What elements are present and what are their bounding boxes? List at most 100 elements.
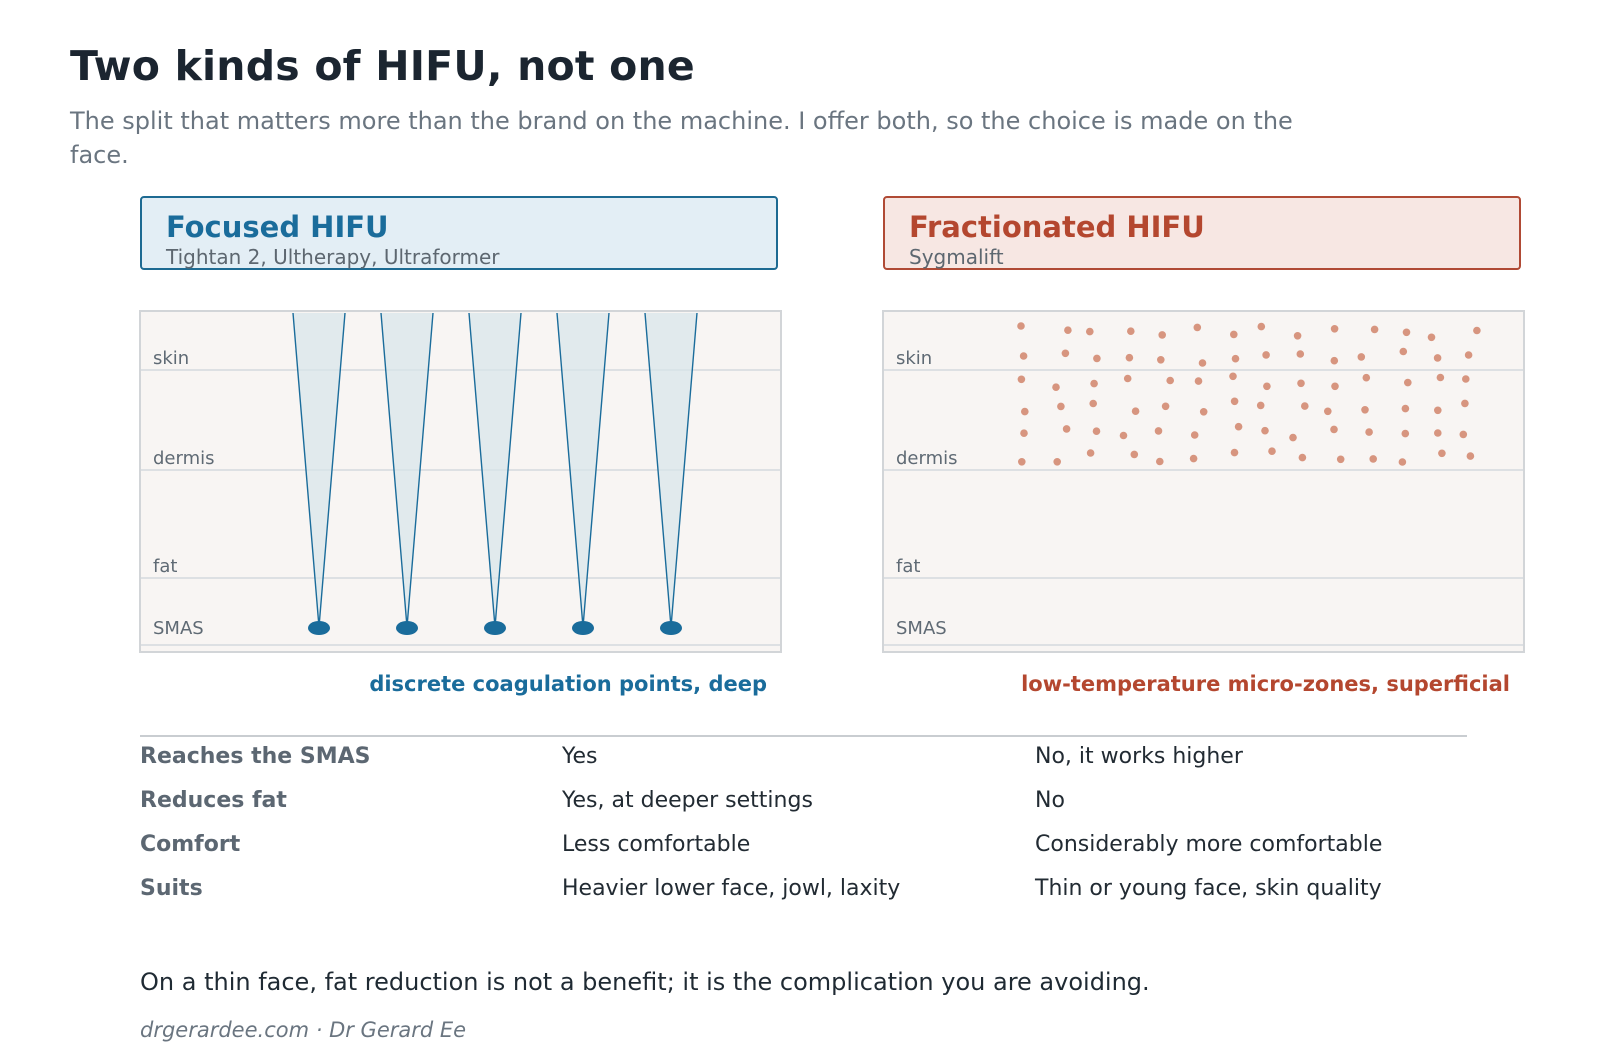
fractionated-hifu-brands: Sygmalift xyxy=(909,245,1004,269)
beam-edge-line xyxy=(556,312,584,628)
micro-zone-dot xyxy=(1268,447,1276,455)
micro-zone-dot xyxy=(1199,408,1208,416)
micro-zone-dot xyxy=(1263,382,1271,391)
beam-edge-line xyxy=(670,312,698,628)
ultrasound-beam xyxy=(469,313,521,627)
beam-edge-line xyxy=(582,312,610,628)
micro-zone-dot xyxy=(1331,382,1339,391)
micro-zone-dot xyxy=(1230,448,1239,457)
micro-zone-dot xyxy=(1336,455,1345,464)
ultrasound-beam xyxy=(557,313,609,627)
comparison-fractionated-value: Considerably more comfortable xyxy=(1035,832,1383,857)
micro-zone-dot xyxy=(1296,350,1305,358)
micro-zone-dot xyxy=(1330,325,1339,333)
closing-statement: On a thin face, fat reduction is not a b… xyxy=(140,968,1150,996)
micro-zone-dot xyxy=(1021,407,1029,416)
micro-zone-dot xyxy=(1131,407,1140,415)
fractionated-hifu-diagram: skin dermis fat SMAS xyxy=(882,310,1525,653)
micro-zone-dot xyxy=(1089,399,1097,408)
focused-hifu-caption: discrete coagulation points, deep xyxy=(369,672,767,696)
comparison-focused-value: Heavier lower face, jowl, laxity xyxy=(562,876,901,901)
micro-zone-dot xyxy=(1156,457,1164,466)
micro-zone-dot xyxy=(1127,327,1135,335)
micro-zone-dot xyxy=(1093,354,1101,363)
layer-label-skin: skin xyxy=(153,348,189,369)
micro-zone-dot xyxy=(1190,431,1199,439)
fractionated-hifu-name: Fractionated HIFU xyxy=(909,210,1205,244)
credit-line: drgerardee.com · Dr Gerard Ee xyxy=(140,1018,467,1042)
comparison-label: Suits xyxy=(140,876,203,901)
micro-zone-dot xyxy=(1092,427,1101,435)
micro-zone-dot xyxy=(1298,453,1307,462)
micro-zone-dot xyxy=(1427,333,1436,342)
micro-zone-dot xyxy=(1473,326,1481,335)
micro-zone-dot xyxy=(1461,399,1469,408)
micro-zone-dot xyxy=(1357,353,1366,361)
micro-zone-dot xyxy=(1297,379,1305,388)
beam-edge-line xyxy=(292,312,320,628)
comparison-fractionated-value: No, it works higher xyxy=(1035,744,1243,769)
comparison-fractionated-value: Thin or young face, skin quality xyxy=(1035,876,1382,901)
page-subtitle: The split that matters more than the bra… xyxy=(70,107,1293,169)
micro-zone-dot xyxy=(1123,374,1132,383)
micro-zone-dot xyxy=(1261,426,1269,435)
micro-zone-dot xyxy=(1434,406,1442,415)
micro-zone-dot xyxy=(1086,449,1095,457)
focused-hifu-header: Focused HIFU Tightan 2, Ultherapy, Ultra… xyxy=(140,196,778,270)
coagulation-point xyxy=(484,621,506,635)
beam-edge-line xyxy=(494,312,522,628)
beam-edge-line xyxy=(406,312,434,628)
micro-zone-dot xyxy=(1189,454,1198,463)
layer-label-fat: fat xyxy=(153,556,177,577)
layer-label-dermis: dermis xyxy=(153,448,215,469)
ultrasound-beam xyxy=(293,313,345,627)
micro-zone-dot xyxy=(1434,429,1442,437)
micro-zone-dot xyxy=(1017,375,1026,384)
ultrasound-beam xyxy=(645,313,697,627)
micro-zone-dot xyxy=(1257,322,1266,331)
micro-zone-dot xyxy=(1230,330,1238,339)
focused-hifu-brands: Tightan 2, Ultherapy, Ultraformer xyxy=(166,245,500,269)
coagulation-point xyxy=(396,621,418,635)
fractionated-hifu-caption: low-temperature micro-zones, superficial xyxy=(1021,672,1510,696)
beam-edge-line xyxy=(644,312,672,628)
micro-zone-dot xyxy=(1293,332,1302,340)
coagulation-point xyxy=(308,621,330,635)
micro-zone-dot xyxy=(1438,449,1446,458)
layer-label-dermis: dermis xyxy=(896,448,958,469)
layer-label-smas: SMAS xyxy=(896,618,947,639)
micro-zone-dot xyxy=(1433,354,1442,362)
micro-zone-dot xyxy=(1230,397,1239,406)
micro-zone-dot xyxy=(1020,429,1028,437)
beam-edge-line xyxy=(380,312,408,628)
micro-zone-dot xyxy=(1369,455,1377,463)
micro-zone-dot xyxy=(1161,402,1170,411)
comparison-divider xyxy=(140,735,1467,737)
micro-zone-dot xyxy=(1256,401,1265,410)
diagram-frame xyxy=(882,310,1525,653)
comparison-label: Comfort xyxy=(140,832,241,857)
micro-zone-dot xyxy=(1462,375,1470,383)
micro-zone-dot xyxy=(1362,373,1371,382)
micro-zone-dot xyxy=(1194,377,1203,385)
micro-zone-dot xyxy=(1330,425,1338,434)
micro-zone-dot xyxy=(1154,427,1163,435)
micro-zone-dot xyxy=(1057,402,1065,411)
micro-zone-dot xyxy=(1399,347,1408,356)
focused-hifu-name: Focused HIFU xyxy=(166,210,389,244)
micro-zone-dot xyxy=(1289,433,1297,442)
comparison-fractionated-value: No xyxy=(1035,788,1065,813)
micro-zone-dot xyxy=(1330,356,1339,365)
micro-zone-dot xyxy=(1401,429,1410,438)
beam-edge-line xyxy=(318,312,346,628)
comparison-row: Reduces fat Yes, at deeper settings No xyxy=(0,788,1600,828)
micro-zone-dot xyxy=(1402,328,1411,337)
micro-zone-dot xyxy=(1229,372,1237,381)
micro-zone-dot xyxy=(1324,407,1332,416)
micro-zone-dot xyxy=(1017,322,1025,330)
micro-zone-dot xyxy=(1436,373,1445,382)
micro-zone-dot xyxy=(1166,376,1174,385)
micro-zone-dot xyxy=(1086,327,1094,336)
micro-zone-dot xyxy=(1398,458,1407,466)
comparison-row: Suits Heavier lower face, jowl, laxity T… xyxy=(0,876,1600,916)
